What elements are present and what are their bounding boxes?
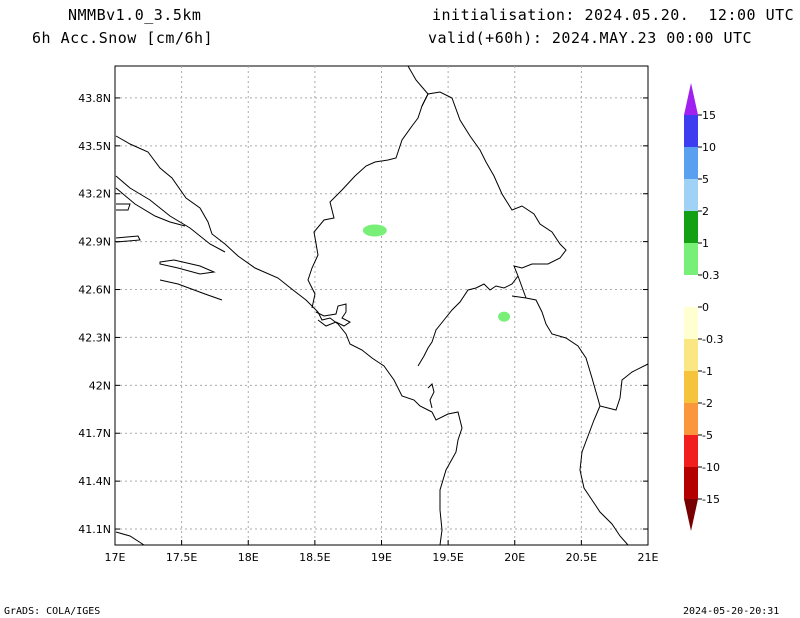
colorbar-box: [684, 147, 698, 179]
kotor-bay: [315, 303, 351, 327]
grid-lines: [115, 66, 648, 545]
coast-peninsula: [115, 187, 186, 227]
snow-area: [362, 224, 387, 237]
init-time: initialisation: 2024.05.20. 12:00 UTC: [432, 6, 795, 24]
lake-shore: [427, 383, 435, 409]
lon-tick-label: 17E: [105, 551, 126, 564]
model-title: NMMBv1.0_3.5km: [68, 6, 202, 24]
colorbar-box: [684, 403, 698, 435]
island-2: [115, 235, 141, 243]
colorbar-label: -2: [702, 397, 713, 410]
colorbar-label: 10: [702, 141, 716, 154]
lat-tick-label: 42N: [89, 379, 111, 392]
border-srb-kos: [517, 275, 527, 299]
island-3: [159, 259, 216, 275]
lon-tick-label: 19.5E: [432, 551, 463, 564]
border-mne-srb: [417, 91, 567, 367]
border-alb-kos: [511, 295, 649, 411]
colorbar-label: -10: [702, 461, 720, 474]
valid-time: valid(+60h): 2024.MAY.23 00:00 UTC: [428, 29, 753, 47]
lat-tick-label: 42.3N: [78, 331, 111, 344]
colorbar-label: -1: [702, 365, 713, 378]
colorbar-box: [684, 275, 698, 307]
colorbar-box: [684, 307, 698, 339]
colorbar-box: [684, 179, 698, 211]
colorbar-box: [684, 339, 698, 371]
lat-tick-label: 41.1N: [78, 523, 111, 536]
axis-labels: 17E 17.5E 18E 18.5E 19E 19.5E 20E 20.5E 21E 43.8N…: [78, 92, 658, 564]
coastlines-borders: [115, 65, 649, 546]
lat-tick-label: 43.2N: [78, 188, 111, 201]
lat-tick-label: 43.5N: [78, 140, 111, 153]
coast-south: [431, 411, 463, 546]
footer-left: GrADS: COLA/IGES: [4, 606, 101, 617]
border-nmk: [579, 405, 629, 546]
coast-north: [115, 175, 226, 253]
colorbar-label: 1: [702, 237, 709, 250]
colorbar-box: [684, 243, 698, 275]
lat-tick-label: 42.6N: [78, 284, 111, 297]
border-bih-mne: [307, 65, 429, 309]
colorbar-top-arrow: [684, 83, 698, 115]
lon-tick-label: 21E: [638, 551, 659, 564]
colorbar-bottom-arrow: [684, 499, 698, 531]
colorbar-box: [684, 435, 698, 467]
lat-tick-label: 42.9N: [78, 236, 111, 249]
lon-tick-label: 18E: [238, 551, 259, 564]
colorbar-label: -5: [702, 429, 713, 442]
colorbar-label: -15: [702, 493, 720, 506]
field-title: 6h Acc.Snow [cm/6h]: [32, 29, 214, 47]
colorbar-label: 5: [702, 173, 709, 186]
island-1: [116, 203, 131, 211]
snow-areas: [362, 224, 511, 322]
colorbar-box: [684, 371, 698, 403]
snow-area: [498, 311, 511, 322]
island-4: [159, 279, 223, 301]
lat-tick-label: 43.8N: [78, 92, 111, 105]
lon-tick-label: 20.5E: [566, 551, 597, 564]
lat-tick-label: 41.4N: [78, 475, 111, 488]
lon-tick-label: 20E: [504, 551, 525, 564]
lon-tick-label: 17.5E: [166, 551, 197, 564]
colorbar-box: [684, 115, 698, 147]
lon-tick-label: 18.5E: [299, 551, 330, 564]
colorbar: 15 10 5 2 1 0.3 0 -0.3 -1 -2 -5 -10 -15: [684, 83, 723, 531]
colorbar-label: 15: [702, 109, 716, 122]
colorbar-box: [684, 467, 698, 499]
colorbar-label: 0: [702, 301, 709, 314]
colorbar-label: 0.3: [702, 269, 720, 282]
border-sw: [115, 531, 145, 546]
lat-tick-label: 41.7N: [78, 427, 111, 440]
lon-tick-label: 19E: [371, 551, 392, 564]
colorbar-label: -0.3: [702, 333, 723, 346]
footer-right: 2024-05-20-20:31: [683, 606, 780, 617]
colorbar-box: [684, 211, 698, 243]
colorbar-label: 2: [702, 205, 709, 218]
